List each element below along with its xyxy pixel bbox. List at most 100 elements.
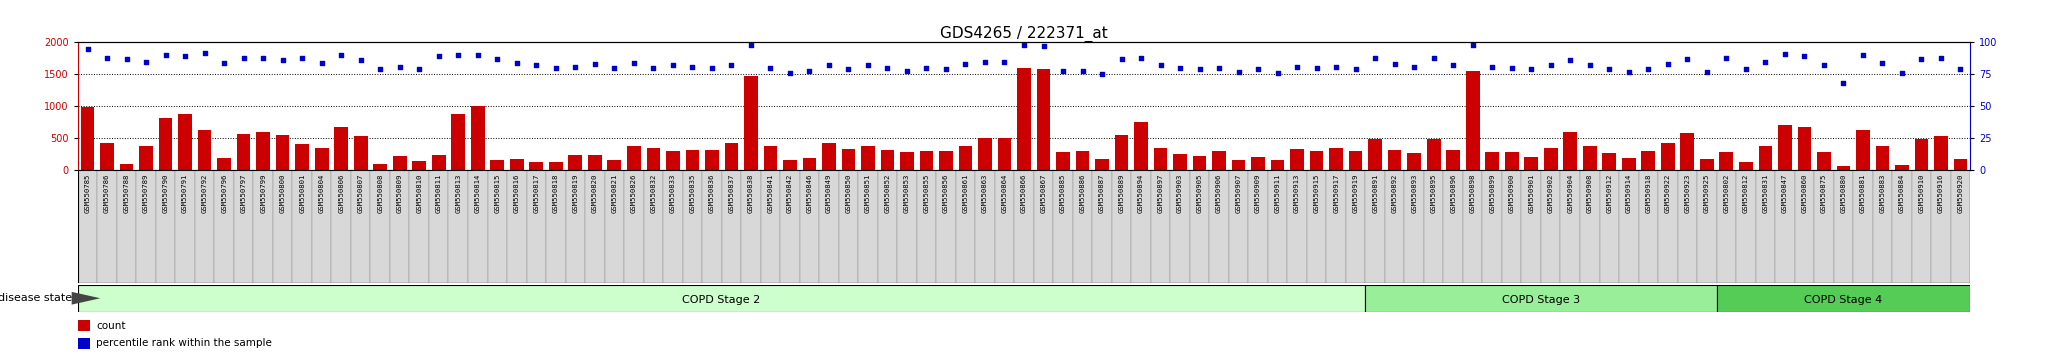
Bar: [1778, 125, 1792, 170]
Bar: [78, 320, 90, 331]
Text: GSM550892: GSM550892: [1393, 173, 1397, 213]
Point: [188, 50, 221, 56]
Text: GSM550910: GSM550910: [1919, 173, 1925, 213]
Bar: [1114, 135, 1128, 170]
Bar: [881, 149, 895, 170]
Text: GSM550852: GSM550852: [885, 173, 891, 213]
Point: [891, 68, 924, 73]
Point: [1554, 57, 1587, 63]
Bar: [647, 148, 659, 170]
Point: [1378, 61, 1411, 67]
Bar: [1544, 148, 1559, 170]
Text: GSM550853: GSM550853: [903, 173, 909, 213]
Bar: [1876, 146, 1888, 170]
Bar: [1057, 152, 1069, 170]
Bar: [160, 118, 172, 170]
Bar: [238, 134, 250, 170]
Point: [774, 70, 807, 76]
Point: [1808, 63, 1841, 68]
Text: GSM550901: GSM550901: [1528, 173, 1534, 213]
Point: [852, 63, 885, 68]
Point: [1632, 67, 1665, 72]
FancyBboxPatch shape: [371, 170, 389, 283]
Point: [305, 60, 338, 66]
Bar: [78, 285, 1366, 312]
Text: GSM550883: GSM550883: [1880, 173, 1886, 213]
Bar: [1329, 148, 1343, 170]
Point: [1573, 63, 1606, 68]
FancyBboxPatch shape: [975, 170, 995, 283]
Bar: [1096, 159, 1108, 170]
FancyBboxPatch shape: [721, 170, 741, 283]
Bar: [1602, 153, 1616, 170]
Text: GSM550923: GSM550923: [1683, 173, 1690, 213]
Bar: [1485, 152, 1499, 170]
Text: GSM550916: GSM550916: [1937, 173, 1944, 213]
Text: GSM550813: GSM550813: [455, 173, 461, 213]
Bar: [979, 138, 991, 170]
Text: GSM550889: GSM550889: [1118, 173, 1124, 213]
Bar: [1466, 70, 1479, 170]
Bar: [901, 152, 913, 170]
Bar: [1153, 148, 1167, 170]
Bar: [100, 143, 115, 170]
Text: GSM550900: GSM550900: [1509, 173, 1516, 213]
FancyBboxPatch shape: [1716, 170, 1737, 283]
FancyBboxPatch shape: [1522, 170, 1540, 283]
Text: GSM550832: GSM550832: [651, 173, 655, 213]
Text: GSM550884: GSM550884: [1898, 173, 1905, 213]
FancyBboxPatch shape: [1327, 170, 1346, 283]
Bar: [764, 146, 776, 170]
FancyBboxPatch shape: [840, 170, 858, 283]
FancyBboxPatch shape: [1444, 170, 1462, 283]
Text: GSM550799: GSM550799: [260, 173, 266, 213]
Text: GSM550893: GSM550893: [1411, 173, 1417, 213]
Bar: [860, 146, 874, 170]
Bar: [217, 158, 231, 170]
Bar: [920, 151, 934, 170]
Point: [1184, 67, 1217, 72]
Bar: [315, 148, 328, 170]
Bar: [940, 152, 952, 170]
Bar: [1583, 146, 1597, 170]
Point: [657, 63, 690, 68]
FancyBboxPatch shape: [332, 170, 350, 283]
Text: COPD Stage 3: COPD Stage 3: [1501, 295, 1581, 304]
Point: [1047, 68, 1079, 73]
Text: GSM550895: GSM550895: [1432, 173, 1438, 213]
FancyBboxPatch shape: [195, 170, 215, 283]
Point: [813, 63, 846, 68]
Text: COPD Stage 2: COPD Stage 2: [682, 295, 760, 304]
Point: [1847, 52, 1880, 58]
FancyBboxPatch shape: [586, 170, 604, 283]
Text: GSM550918: GSM550918: [1645, 173, 1651, 213]
Point: [207, 60, 240, 66]
Point: [520, 63, 553, 68]
Text: GSM550807: GSM550807: [358, 173, 365, 213]
Bar: [1272, 160, 1284, 170]
Point: [168, 54, 201, 59]
Bar: [139, 146, 154, 170]
FancyBboxPatch shape: [1638, 170, 1659, 283]
FancyBboxPatch shape: [1073, 170, 1092, 283]
Text: GSM550817: GSM550817: [532, 173, 539, 213]
FancyBboxPatch shape: [1423, 170, 1444, 283]
Bar: [1716, 285, 1970, 312]
Point: [90, 55, 123, 61]
FancyBboxPatch shape: [1130, 170, 1151, 283]
Point: [793, 68, 825, 73]
Text: GSM550785: GSM550785: [84, 173, 90, 213]
Bar: [451, 114, 465, 170]
Point: [1438, 63, 1470, 68]
Bar: [1563, 132, 1577, 170]
Point: [1651, 61, 1683, 67]
Point: [1729, 67, 1761, 72]
Point: [930, 67, 963, 72]
Text: GSM550913: GSM550913: [1294, 173, 1300, 213]
Point: [1477, 64, 1509, 69]
FancyBboxPatch shape: [1268, 170, 1288, 283]
Bar: [1290, 149, 1305, 170]
Point: [1300, 65, 1333, 71]
FancyBboxPatch shape: [1579, 170, 1599, 283]
Text: GSM550836: GSM550836: [709, 173, 715, 213]
